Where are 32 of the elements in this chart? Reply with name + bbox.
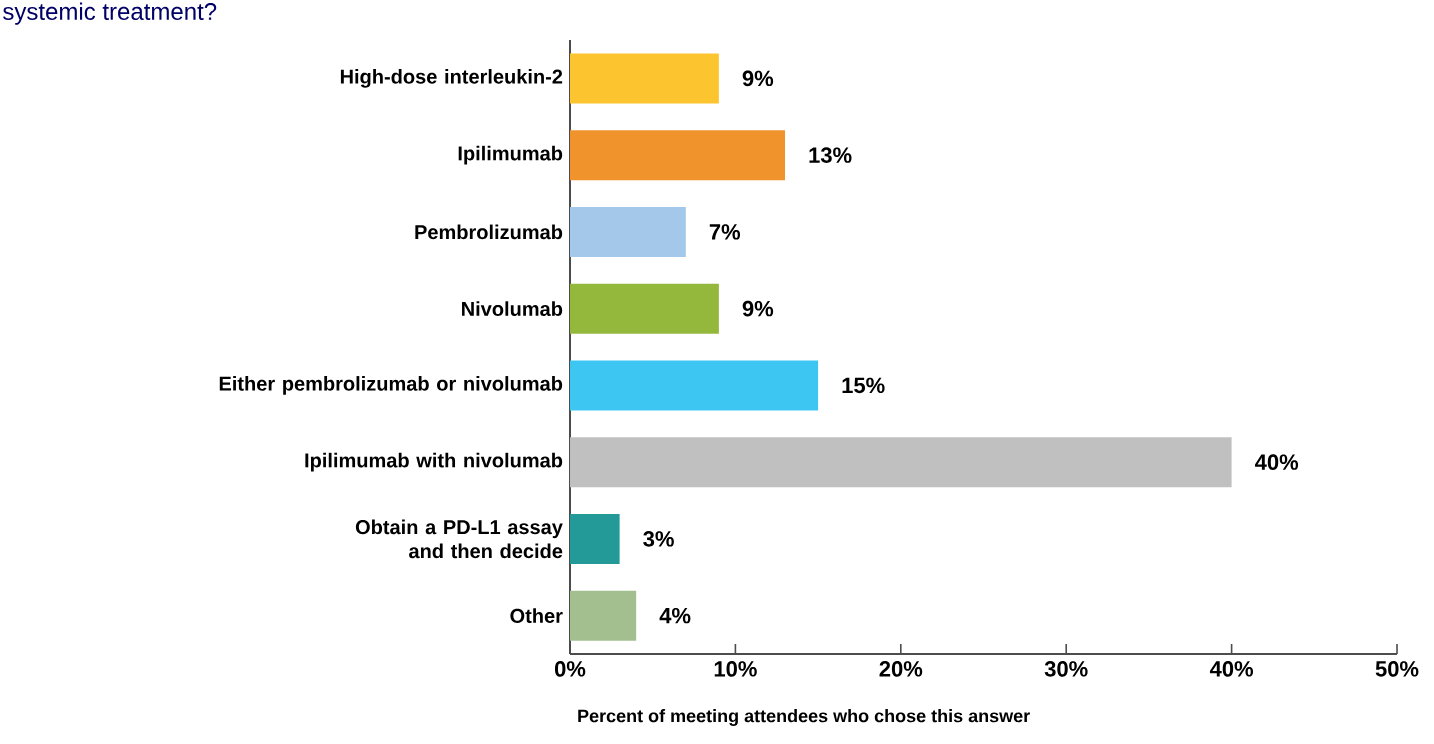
x-tick-label: 10%	[714, 661, 757, 677]
data-label: 4%	[659, 607, 691, 624]
y-tick-label: High-dose interleukin-2	[340, 69, 563, 88]
data-label: 15%	[842, 377, 885, 394]
y-tick-label: Either pembrolizumab or nivolumab	[219, 376, 563, 395]
x-tick-label: 0%	[554, 661, 586, 677]
data-label: 7%	[709, 224, 741, 240]
data-label: 3%	[643, 531, 674, 547]
bar	[570, 53, 719, 104]
data-label: 9%	[742, 300, 774, 317]
bar	[570, 360, 819, 411]
bar	[570, 206, 686, 257]
x-tick-label: 30%	[1044, 661, 1088, 677]
bar	[570, 590, 637, 641]
bar	[570, 513, 620, 564]
data-label: 13%	[809, 147, 852, 163]
y-tick-label: Obtain a PD-L1 assay and then decide	[355, 519, 563, 559]
bar	[570, 130, 786, 181]
text: systemic treatment?	[3, 2, 217, 25]
bar	[570, 437, 1232, 488]
y-tick-label: Other	[510, 608, 563, 623]
x-tick-label: 40%	[1209, 661, 1254, 677]
y-tick-label: Ipilimumab with nivolumab	[305, 452, 563, 472]
bar	[570, 283, 719, 334]
y-tick-label: Ipilimumab	[458, 145, 563, 165]
data-label: 40%	[1255, 454, 1299, 470]
data-label: 9%	[742, 70, 774, 87]
y-tick-label: Nivolumab	[462, 301, 563, 316]
x-tick-label: 20%	[879, 661, 923, 677]
x-axis-title: Percent of meeting attendees who chose this answer	[578, 709, 1030, 726]
y-tick-label: Pembrolizumab	[415, 224, 563, 240]
x-tick-label: 50%	[1375, 661, 1419, 677]
